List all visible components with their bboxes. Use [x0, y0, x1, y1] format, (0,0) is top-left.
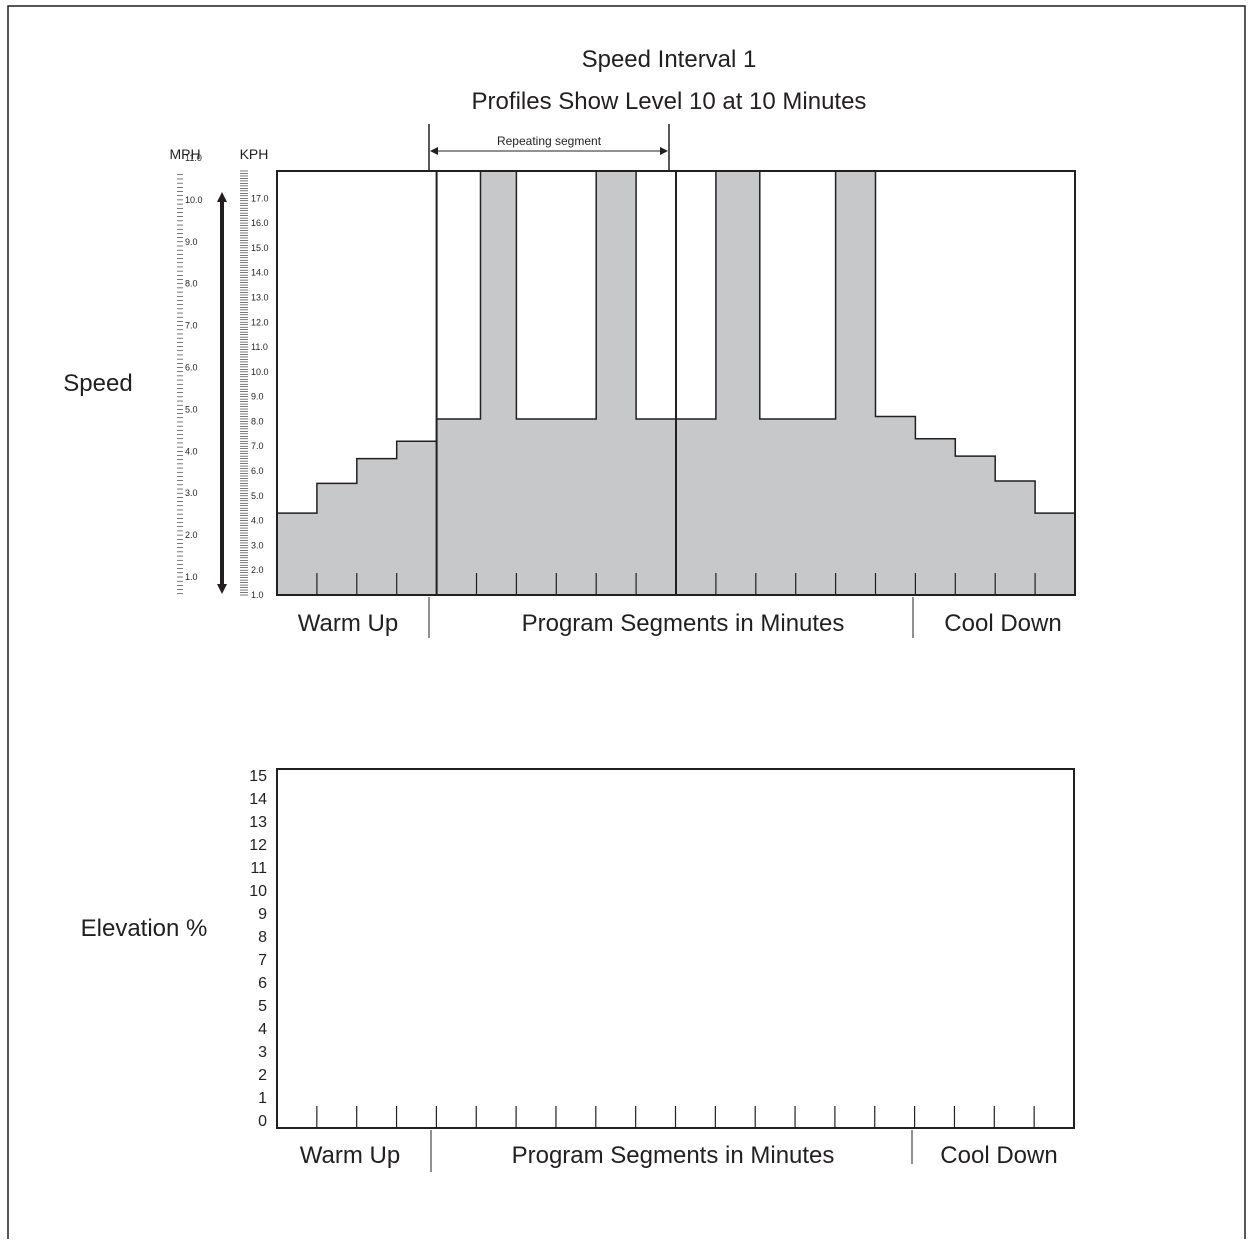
kph-tick-label: 6.0: [251, 466, 264, 476]
kph-tick-label: 5.0: [251, 491, 264, 501]
speed-program-label: Program Segments in Minutes: [522, 610, 845, 637]
elevation-tick-label: 2: [258, 1067, 267, 1084]
kph-tick-label: 9.0: [251, 392, 264, 402]
elevation-tick-label: 14: [249, 791, 267, 808]
mph-tick-label: 9.0: [185, 237, 198, 247]
elevation-tick-label: 15: [249, 768, 267, 785]
kph-tick-label: 8.0: [251, 416, 264, 426]
elevation-tick-label: 3: [258, 1044, 267, 1061]
elevation-tick-label: 4: [258, 1021, 267, 1038]
elevation-tick-label: 8: [258, 929, 267, 946]
elevation-warmup-label: Warm Up: [300, 1142, 400, 1169]
mph-tick-label: 11.0: [185, 153, 202, 163]
speed-profile-area: [276, 170, 1076, 596]
kph-tick-label: 11.0: [251, 342, 268, 352]
kph-tick-label: 15.0: [251, 243, 269, 253]
kph-tick-label: 16.0: [251, 218, 269, 228]
speed-cooldown-label: Cool Down: [944, 610, 1061, 637]
mph-tick-label: 7.0: [185, 321, 198, 331]
elevation-tick-label: 0: [258, 1113, 267, 1130]
elevation-tick-label: 7: [258, 952, 267, 969]
speed-scales: 1.0 2.0 3.0 4.0 5.0 6.0 7.0 8.0 9.0 10.0 11.0 1.0 2.…: [177, 153, 269, 600]
elevation-tick-label: 10: [249, 883, 267, 900]
elevation-cooldown-label: Cool Down: [940, 1142, 1057, 1169]
elevation-tick-label: 11: [250, 860, 267, 877]
mph-unit-label: MPH: [169, 146, 200, 162]
kph-tick-label: 13.0: [251, 292, 269, 302]
kph-tick-label: 2.0: [251, 565, 264, 575]
elevation-tick-label: 12: [249, 837, 267, 854]
kph-tick-label: 3.0: [251, 540, 264, 550]
kph-tick-label: 1.0: [251, 590, 264, 600]
mph-tick-label: 10.0: [185, 195, 203, 205]
kph-tick-label: 7.0: [251, 441, 264, 451]
speed-chart: 1.0 2.0 3.0 4.0 5.0 6.0 7.0 8.0 9.0 10.0 11.0 1.0 2.…: [63, 124, 1076, 638]
mph-tick-label: 1.0: [185, 572, 198, 582]
elevation-tick-label: 6: [258, 975, 267, 992]
speed-axis-label: Speed: [63, 370, 132, 397]
page-border: [7, 5, 1246, 1239]
speed-plot-frame: [276, 170, 1076, 596]
speed-area-group: [276, 170, 1076, 596]
kph-tick-label: 4.0: [251, 516, 264, 526]
mph-tick-label: 3.0: [185, 488, 198, 498]
elevation-tick-label: 1: [258, 1090, 267, 1107]
chart-title: Speed Interval 1: [582, 46, 757, 73]
kph-tick-label: 17.0: [251, 193, 269, 203]
chart-subtitle: Profiles Show Level 10 at 10 Minutes: [472, 88, 867, 115]
kph-tick-label: 12.0: [251, 317, 269, 327]
elevation-plot-frame: [276, 768, 1075, 1129]
elevation-tick-label: 13: [249, 814, 267, 831]
kph-tick-label: 10.0: [251, 367, 269, 377]
elevation-tick-label: 9: [258, 906, 267, 923]
mph-tick-label: 8.0: [185, 279, 198, 289]
elevation-axis-label: Elevation %: [81, 915, 208, 942]
elevation-tick-label: 5: [258, 998, 267, 1015]
mph-tick-label: 5.0: [185, 404, 198, 414]
mph-tick-label: 2.0: [185, 530, 198, 540]
repeating-segment-label: Repeating segment: [497, 134, 602, 148]
elevation-program-label: Program Segments in Minutes: [512, 1142, 835, 1169]
speed-warmup-label: Warm Up: [298, 610, 398, 637]
kph-tick-label: 14.0: [251, 268, 269, 278]
mph-tick-label: 4.0: [185, 446, 198, 456]
kph-unit-label: KPH: [240, 146, 269, 162]
mph-tick-label: 6.0: [185, 363, 198, 373]
